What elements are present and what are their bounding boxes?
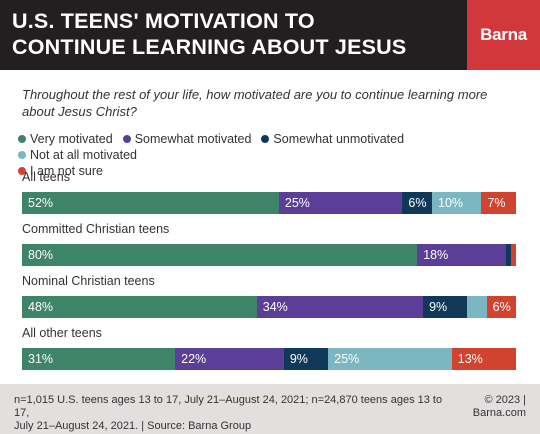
bar-segment [506,244,512,266]
bar-row: 52% 25% 6% 10% 7% [22,192,516,214]
data-label: 13% [457,352,483,366]
bar-segment [423,296,468,318]
legend-swatch [122,135,131,143]
bar-segment [22,348,176,370]
bar-segment [283,348,329,370]
bar-row: 48% 34% 9% 6% [22,296,516,318]
legend-label: Somewhat motivated [134,132,252,146]
legend-label: Somewhat unmotivated [273,132,405,146]
data-label: 31% [28,352,54,366]
bar-segment [417,244,507,266]
legend: Very motivated Somewhat motivated Somewhat… [18,131,528,179]
data-label: 6% [408,196,427,210]
survey-question: Throughout the rest of your life, how mo… [22,87,488,119]
legend-label: I am not sure [30,164,103,178]
bar-segment [22,296,257,318]
category-label: Committed Christian teens [22,222,170,236]
data-label: 7% [487,196,506,210]
bar-segment [481,192,516,214]
category-label: All other teens [22,326,102,340]
chart-title: U.S. TEENS' MOTIVATION TO CONTINUE LEARN… [12,8,452,60]
footnote-line-1: n=1,015 U.S. teens ages 13 to 17, July 2… [14,394,443,419]
bar-segment [486,296,516,318]
legend-item-very-motivated: Very motivated [18,131,113,147]
data-label: 10% [438,196,464,210]
footnote: n=1,015 U.S. teens ages 13 to 17, July 2… [14,394,454,433]
bar-segment [175,348,284,370]
data-label: 80% [28,248,54,262]
copyright-line-1: © 2023 | [484,394,526,406]
bar-segment [432,192,482,214]
bar-segment [22,192,279,214]
legend-label: Not at all motivated [30,148,137,162]
bar-segment [451,348,516,370]
bar-segment [278,192,403,214]
category-label: Nominal Christian teens [22,274,155,288]
bar-segment [256,296,424,318]
title-line-1: U.S. TEENS' MOTIVATION TO [12,9,315,33]
bar-segment [467,296,487,318]
copyright: © 2023 | Barna.com [473,394,526,420]
title-line-2: CONTINUE LEARNING ABOUT JESUS [12,35,407,59]
bar-row: 31% 22% 9% 25% 13% [22,348,516,370]
data-label: 48% [28,300,54,314]
barna-logo: Barna [467,0,540,70]
legend-swatch [18,151,26,159]
bar-segment [328,348,452,370]
copyright-link[interactable]: Barna.com [472,407,526,419]
legend-label: Very motivated [30,132,113,146]
data-label: 52% [28,196,54,210]
data-label: 25% [284,196,310,210]
category-label: All teens [22,170,70,184]
data-label: 9% [429,300,448,314]
legend-swatch [18,167,26,175]
legend-item-i-am-not-sure: I am not sure [18,163,103,179]
data-label: 9% [289,352,308,366]
data-label: 25% [334,352,360,366]
legend-swatch [18,135,26,143]
legend-item-somewhat-unmotivated: Somewhat unmotivated [261,131,404,147]
bar-row: 80% 18% [22,244,516,266]
header: U.S. TEENS' MOTIVATION TO CONTINUE LEARN… [0,0,540,70]
legend-swatch [261,135,270,143]
legend-item-somewhat-motivated: Somewhat motivated [122,131,252,147]
data-label: 18% [423,248,449,262]
data-label: 6% [492,300,511,314]
footer: n=1,015 U.S. teens ages 13 to 17, July 2… [0,384,540,434]
data-label: 22% [181,352,207,366]
footnote-line-2: July 21–August 24, 2021. | Source: Barna… [14,420,252,432]
stacked-bar-chart: All teens 52% 25% 6% 10% 7% Committed Christia… [0,170,540,380]
bar-segment [402,192,432,214]
data-label: 34% [262,300,288,314]
legend-item-not-at-all-motivated: Not at all motivated [18,147,137,163]
bar-segment [22,244,418,266]
bar-segment [511,244,516,266]
